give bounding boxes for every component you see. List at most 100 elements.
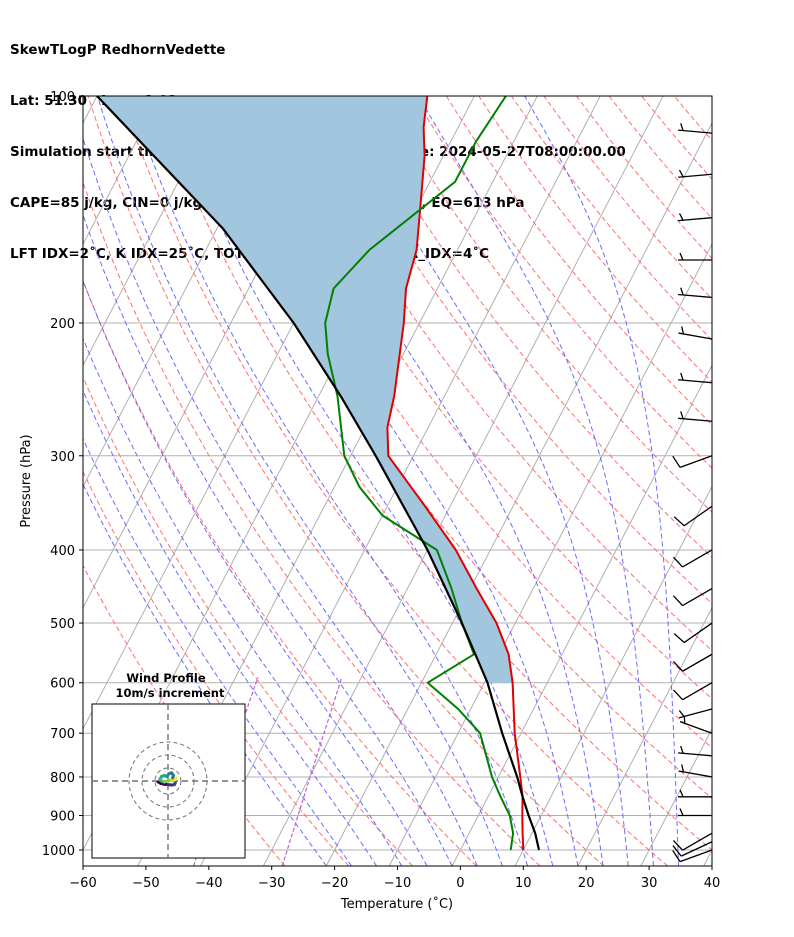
wind-barb (678, 123, 713, 134)
barb-flag (678, 169, 684, 178)
barb-staff (682, 653, 713, 672)
dry-adiabat (83, 180, 541, 866)
barb-flag (680, 745, 684, 754)
barb-staff (682, 549, 713, 568)
dry-adiabat (83, 375, 413, 866)
dry-adiabat (543, 96, 712, 300)
isotherm (703, 848, 712, 866)
barb-flag (672, 595, 684, 606)
hodograph-ring (154, 767, 182, 795)
hodograph-title: Wind Profile (126, 671, 206, 685)
wind-barb (678, 789, 712, 798)
x-tick-label: 10 (515, 876, 532, 891)
barb-flag (679, 808, 684, 816)
barb-flag (672, 556, 684, 568)
barb-flag (678, 710, 685, 717)
barb-staff (682, 587, 713, 607)
y-tick-label: 900 (50, 810, 75, 825)
hodograph-segment (173, 776, 178, 782)
dry-adiabat (510, 96, 712, 341)
x-tick-label: 20 (578, 876, 595, 891)
dry-adiabat (413, 96, 712, 469)
barb-staff (678, 417, 713, 422)
barb-flag (673, 633, 685, 644)
barb-flag (678, 213, 684, 221)
y-tick-label: 1000 (42, 844, 75, 859)
x-tick-label: 40 (704, 876, 721, 891)
moist-adiabat (418, 96, 654, 866)
y-tick-label: 700 (50, 727, 75, 742)
x-tick-label: −50 (132, 876, 159, 891)
x-tick-label: −10 (384, 876, 411, 891)
barb-flag (680, 287, 684, 296)
isotherm (514, 485, 712, 866)
dry-adiabat (673, 96, 712, 142)
barb-staff (683, 622, 713, 644)
barb-staff (678, 129, 713, 134)
wind-barb (678, 372, 713, 384)
y-tick-label: 100 (50, 90, 75, 105)
wind-barb (672, 832, 713, 851)
y-axis-label: Pressure (hPa) (19, 434, 34, 527)
y-tick-label: 500 (50, 617, 75, 632)
temperature-line (386, 96, 525, 851)
barb-staff (680, 841, 713, 857)
barb-staff (678, 708, 713, 719)
barb-staff (683, 505, 713, 527)
x-tick-label: 0 (456, 876, 464, 891)
moist-adiabat (96, 96, 503, 866)
isotherm (451, 364, 712, 866)
moist-adiabat (83, 389, 378, 866)
barb-staff (678, 293, 713, 299)
y-tick-label: 400 (50, 544, 75, 559)
moist-adiabat (332, 96, 629, 866)
header-title: SkewTLogP RedhornVedette (10, 42, 226, 58)
barb-staff (682, 682, 713, 701)
y-tick-label: 300 (50, 450, 75, 465)
barb-staff (678, 173, 713, 178)
x-tick-label: 30 (641, 876, 658, 891)
barb-flag (672, 845, 682, 857)
barb-staff (678, 217, 713, 222)
isotherm (83, 96, 98, 125)
isotherm (262, 96, 664, 866)
hodograph-inset: Wind Profile 10m/s increment (91, 671, 246, 859)
dry-adiabat (87, 96, 605, 866)
barb-flag (680, 123, 684, 131)
wind-barb (678, 764, 713, 778)
dry-adiabat (83, 279, 477, 866)
dry-adiabat (217, 96, 712, 749)
dry-adiabat (120, 96, 668, 866)
isotherm (640, 727, 712, 866)
isotherm (577, 606, 712, 866)
dry-adiabat (152, 96, 712, 851)
wind-barb (678, 808, 712, 817)
parcel-line (96, 96, 541, 851)
moist-adiabat (128, 96, 529, 866)
barb-flag (681, 326, 685, 335)
y-tick-label: 200 (50, 317, 75, 332)
barb-flag (679, 252, 684, 261)
barb-flag (680, 411, 684, 419)
moist-adiabat (83, 482, 327, 866)
wind-barb (673, 622, 713, 644)
dry-adiabat (641, 96, 712, 180)
dry-adiabat (83, 470, 350, 866)
mixing-ratio-line (281, 677, 343, 866)
isotherm (767, 96, 794, 866)
dry-adiabat (250, 96, 712, 700)
wind-barb (678, 252, 712, 261)
barb-flag (672, 840, 684, 851)
wind-barb (678, 213, 713, 222)
y-tick-label: 800 (50, 771, 75, 786)
wind-barb (678, 287, 713, 299)
moist-adiabat (265, 96, 604, 866)
wind-barb (678, 326, 713, 340)
x-tick-label: −20 (321, 876, 348, 891)
barb-flag (672, 455, 681, 468)
dry-adiabat (380, 96, 712, 514)
wind-barb (673, 505, 713, 527)
wind-barb (672, 653, 713, 672)
isotherm (325, 121, 712, 866)
